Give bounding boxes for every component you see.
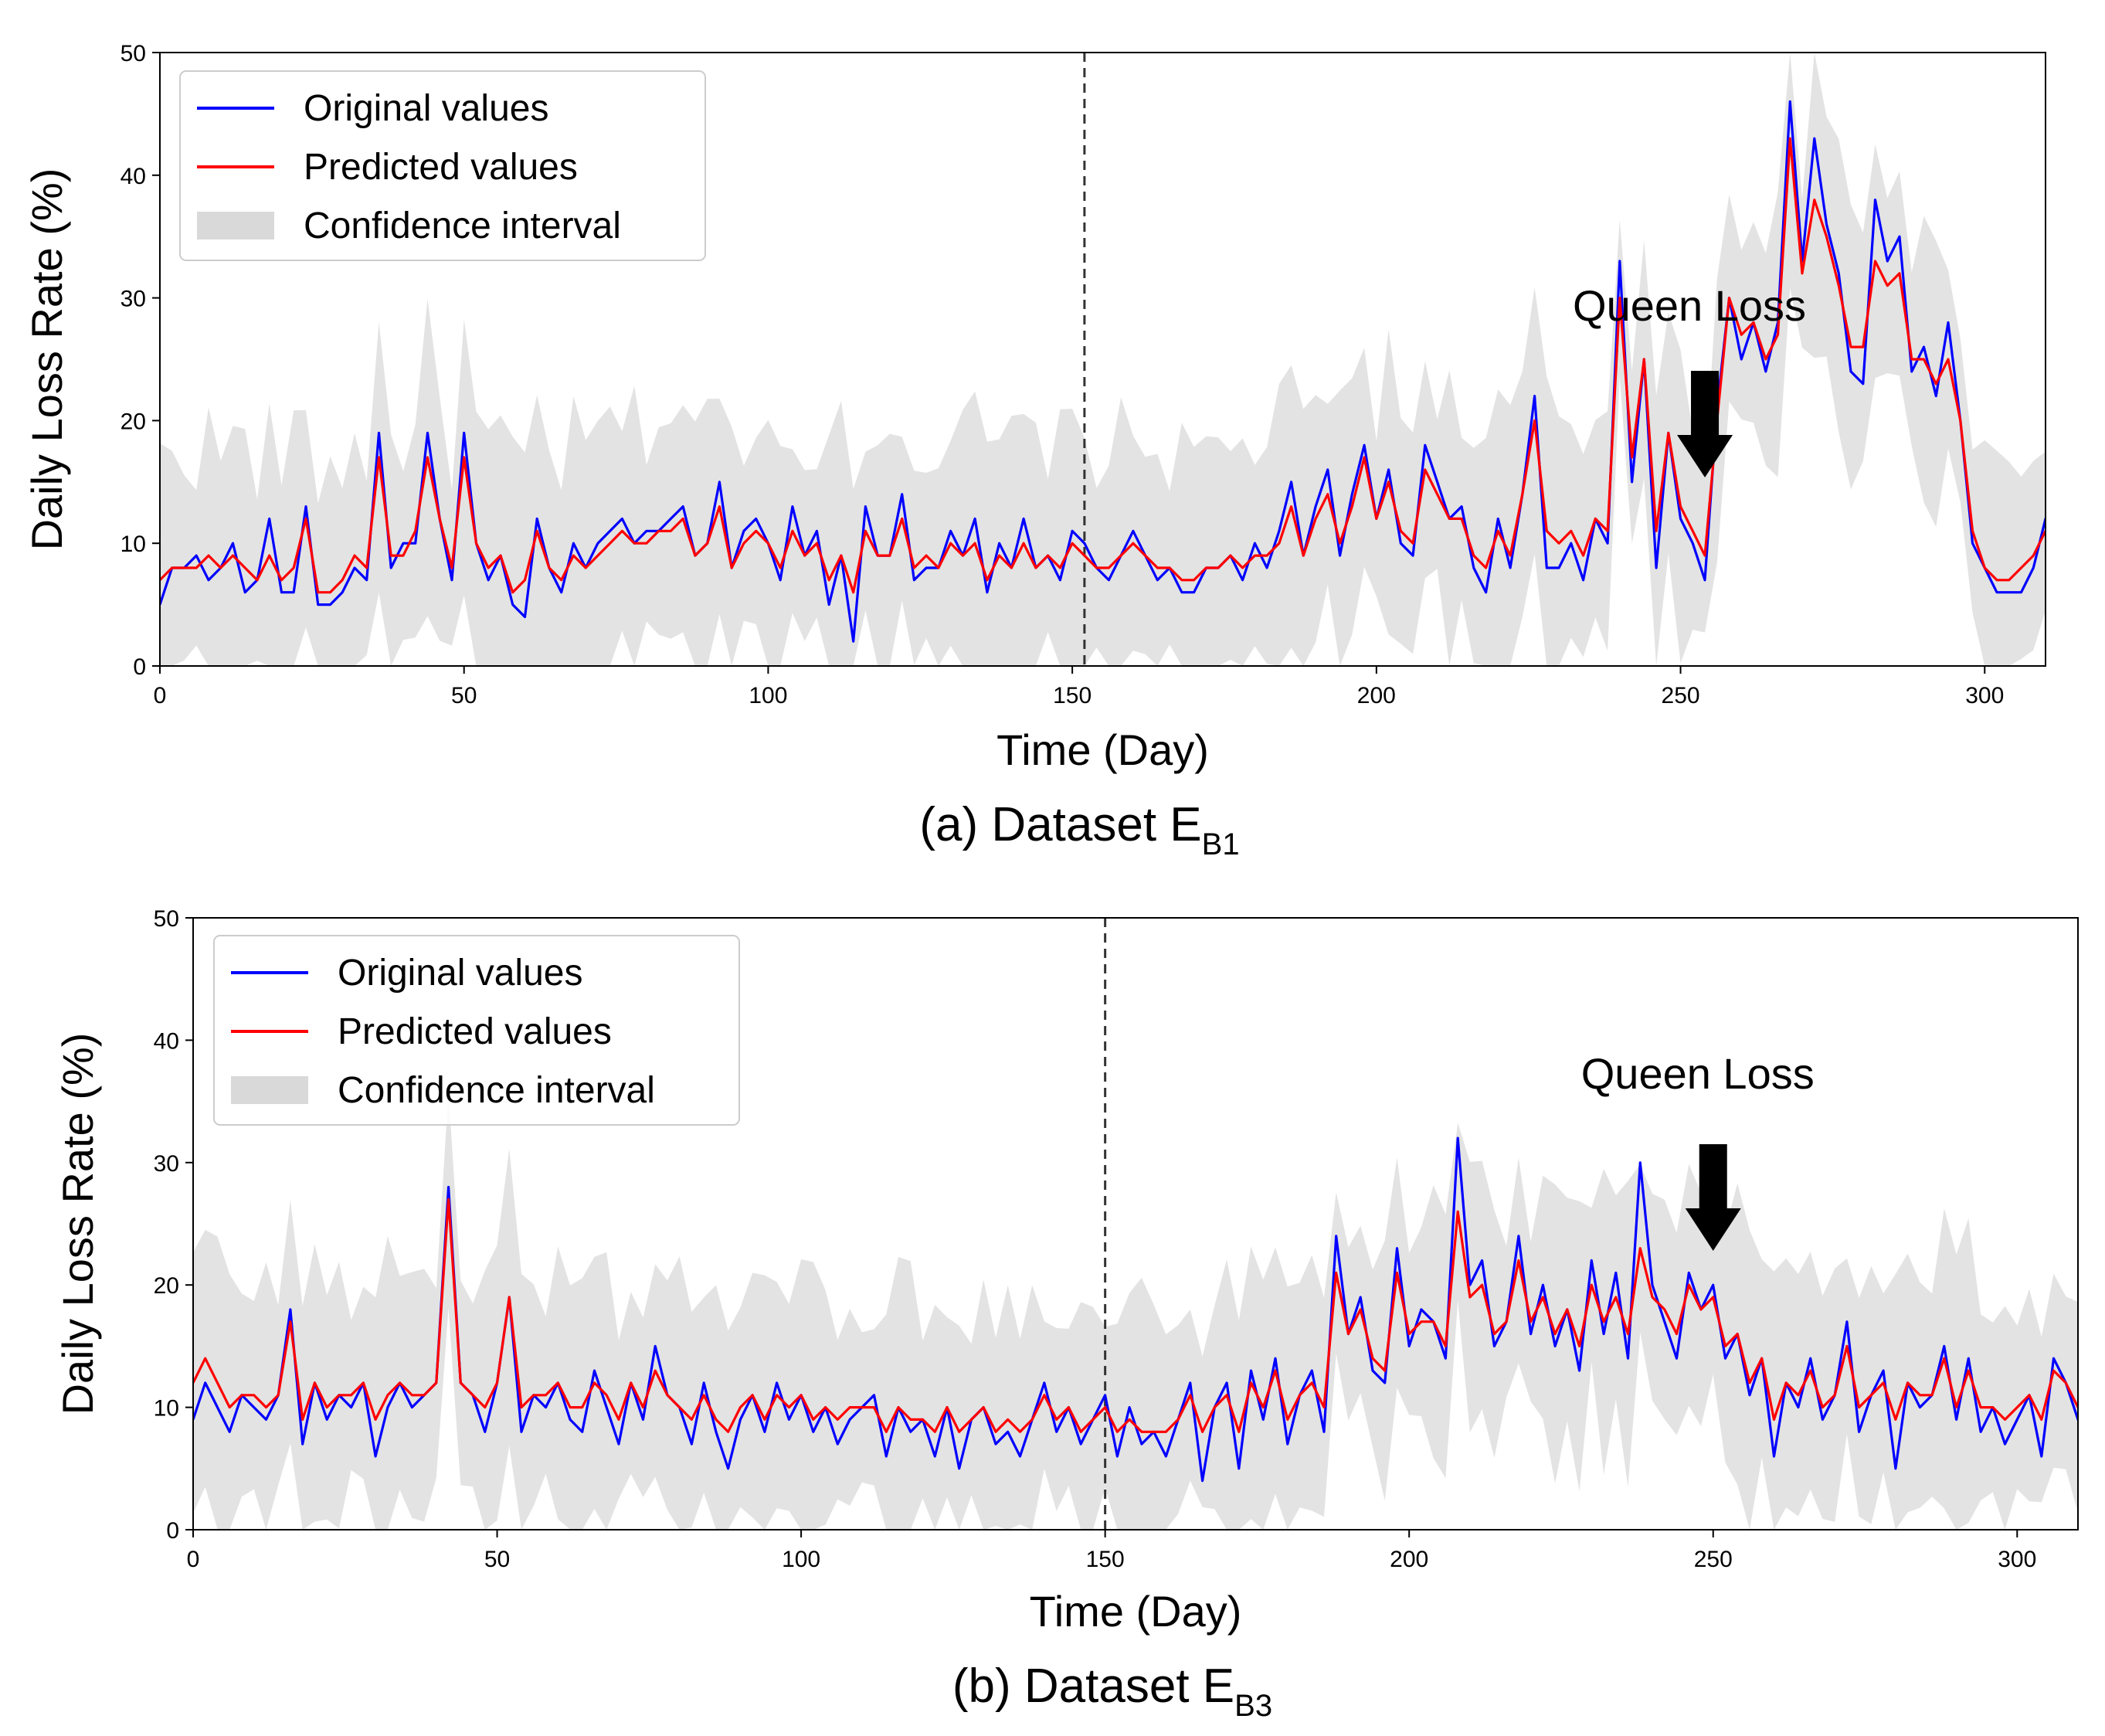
x-tick-label: 50	[451, 683, 477, 708]
x-tick-label: 200	[1390, 1547, 1428, 1572]
x-tick-label: 0	[187, 1547, 200, 1572]
confidence-interval-band	[193, 1091, 2078, 1530]
plot-frame	[192, 917, 2079, 1530]
legend-box	[213, 935, 740, 1126]
y-tick-label: 20	[121, 409, 146, 434]
series-original-line	[160, 100, 2046, 643]
y-tick-label: 0	[166, 1518, 179, 1544]
x-tick-label: 250	[1694, 1547, 1733, 1572]
panel-caption-main: (b) Dataset E	[952, 1660, 1234, 1713]
y-tick-label: 20	[154, 1273, 179, 1299]
legend: Original values Predicted values Confidenc…	[179, 70, 706, 261]
y-tick-label: 10	[154, 1396, 179, 1422]
x-tick-label: 150	[1053, 683, 1092, 708]
x-tick-label: 100	[782, 1547, 820, 1572]
legend: Original values Predicted values Confidenc…	[213, 935, 740, 1126]
legend-label-2: Confidence interval	[338, 1070, 655, 1111]
series-predicted-line	[193, 1198, 2078, 1433]
x-tick-label: 50	[484, 1547, 510, 1572]
series-predicted-line	[160, 137, 2046, 594]
legend-label-2: Confidence interval	[304, 206, 621, 246]
queen-loss-arrow	[1677, 371, 1733, 477]
x-tick-label: 0	[154, 683, 167, 708]
y-axis-title: Daily Loss Rate (%)	[22, 168, 71, 551]
queen-loss-annotation: Queen Loss	[1581, 1049, 1815, 1098]
queen-loss-arrow	[1685, 1144, 1741, 1251]
plot-area	[160, 53, 2046, 666]
x-tick-label: 300	[1965, 683, 2004, 708]
panel-caption-subscript: B1	[1202, 827, 1240, 861]
x-axis-title: Time (Day)	[996, 725, 1209, 774]
y-axis-title: Daily Loss Rate (%)	[53, 1033, 102, 1415]
legend-box	[179, 70, 706, 261]
x-tick-label: 200	[1357, 683, 1396, 708]
y-tick-label: 40	[121, 164, 146, 189]
arrow-shape	[1685, 1144, 1741, 1251]
y-tick-label: 30	[121, 287, 146, 312]
chart-panel-a: 0 50 100 150 200 250 300 0 10 20 30 40 50 Time (Day) D…	[22, 41, 2046, 861]
series-original-line	[193, 1136, 2078, 1483]
legend-label-1: Predicted values	[338, 1011, 612, 1052]
panel-caption: (a) Dataset EB1	[919, 798, 1239, 861]
x-tick-label: 150	[1086, 1547, 1125, 1572]
panel-caption-subscript: B3	[1234, 1689, 1272, 1723]
y-tick-label: 0	[133, 654, 146, 680]
x-tick-label: 300	[1998, 1547, 2036, 1572]
queen-loss-annotation: Queen Loss	[1573, 281, 1806, 330]
chart-panel-b: 0 50 100 150 200 250 300 0 10 20 30 40 50 Time (Day) D…	[0, 868, 2105, 1736]
legend-swatch-confidence	[231, 1076, 308, 1104]
legend-swatch-confidence	[197, 212, 274, 240]
y-tick-label: 40	[154, 1028, 179, 1054]
chart-a-svg: 0 50 100 150 200 250 300 0 10 20 30 40 50 Time (Day) D…	[22, 41, 2046, 861]
y-tick-label: 10	[121, 532, 146, 557]
plot-area	[193, 918, 2078, 1530]
x-tick-label: 100	[749, 683, 787, 708]
panel-caption-main: (a) Dataset E	[919, 798, 1201, 851]
y-tick-label: 30	[154, 1151, 179, 1177]
confidence-interval-band	[160, 53, 2046, 666]
panel-caption: (b) Dataset EB3	[952, 1660, 1272, 1723]
arrow-shape	[1677, 371, 1733, 477]
plot-frame	[159, 52, 2046, 667]
legend-label-0: Original values	[304, 88, 548, 129]
chart-b-svg: 0 50 100 150 200 250 300 0 10 20 30 40 50 Time (Day) D…	[53, 906, 2079, 1723]
x-axis-title: Time (Day)	[1030, 1587, 1242, 1636]
x-tick-label: 250	[1662, 683, 1700, 708]
y-tick-label: 50	[121, 41, 146, 66]
legend-label-0: Original values	[338, 953, 582, 994]
y-tick-label: 50	[154, 906, 179, 932]
legend-label-1: Predicted values	[304, 147, 578, 188]
